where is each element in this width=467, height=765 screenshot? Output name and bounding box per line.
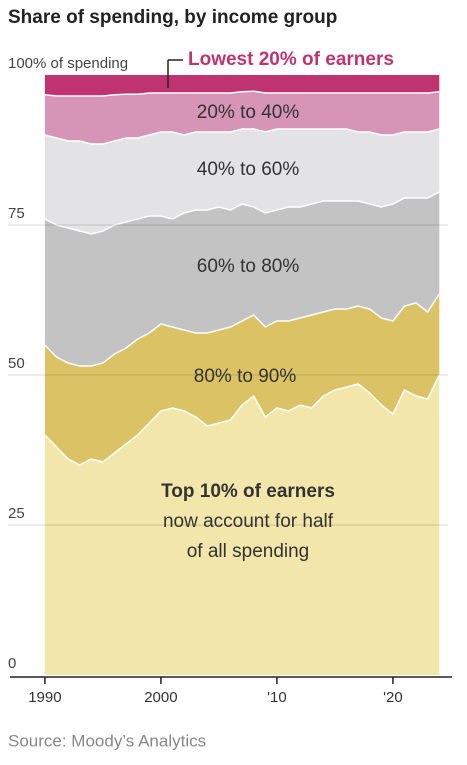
- area-edge: [44, 191, 440, 235]
- series-label: Top 10% of earners: [161, 481, 335, 502]
- y-tick-label: 100% of spending: [8, 55, 128, 72]
- area-edge: [44, 293, 440, 367]
- x-tick-label: 2000: [144, 689, 177, 706]
- y-tick-label: 0: [8, 655, 16, 672]
- source: Source: Moody’s Analytics: [8, 731, 206, 750]
- area: [44, 91, 440, 144]
- series-label: 80% to 90%: [194, 366, 297, 387]
- area-edge: [44, 90, 440, 97]
- area-edge: [44, 374, 440, 466]
- y-tick-label: 50: [8, 355, 25, 372]
- y-tick-label: 25: [8, 505, 25, 522]
- series-label: 20% to 40%: [197, 102, 300, 123]
- x-tick-label: '20: [383, 689, 403, 706]
- y-tick-label: 75: [8, 205, 25, 222]
- area: [44, 375, 440, 675]
- annotation: now account for half: [163, 511, 334, 532]
- series-label: 40% to 60%: [197, 159, 300, 180]
- area: [44, 75, 440, 96]
- area: [44, 192, 440, 366]
- area-edge: [44, 128, 440, 145]
- chart-title: Share of spending, by income group: [8, 7, 337, 28]
- series-label: 60% to 80%: [197, 256, 300, 277]
- x-tick-label: 1990: [28, 689, 61, 706]
- area: [44, 129, 440, 234]
- annotation: of all spending: [187, 541, 310, 562]
- series-label: Lowest 20% of earners: [188, 49, 394, 70]
- x-tick-label: '10: [267, 689, 287, 706]
